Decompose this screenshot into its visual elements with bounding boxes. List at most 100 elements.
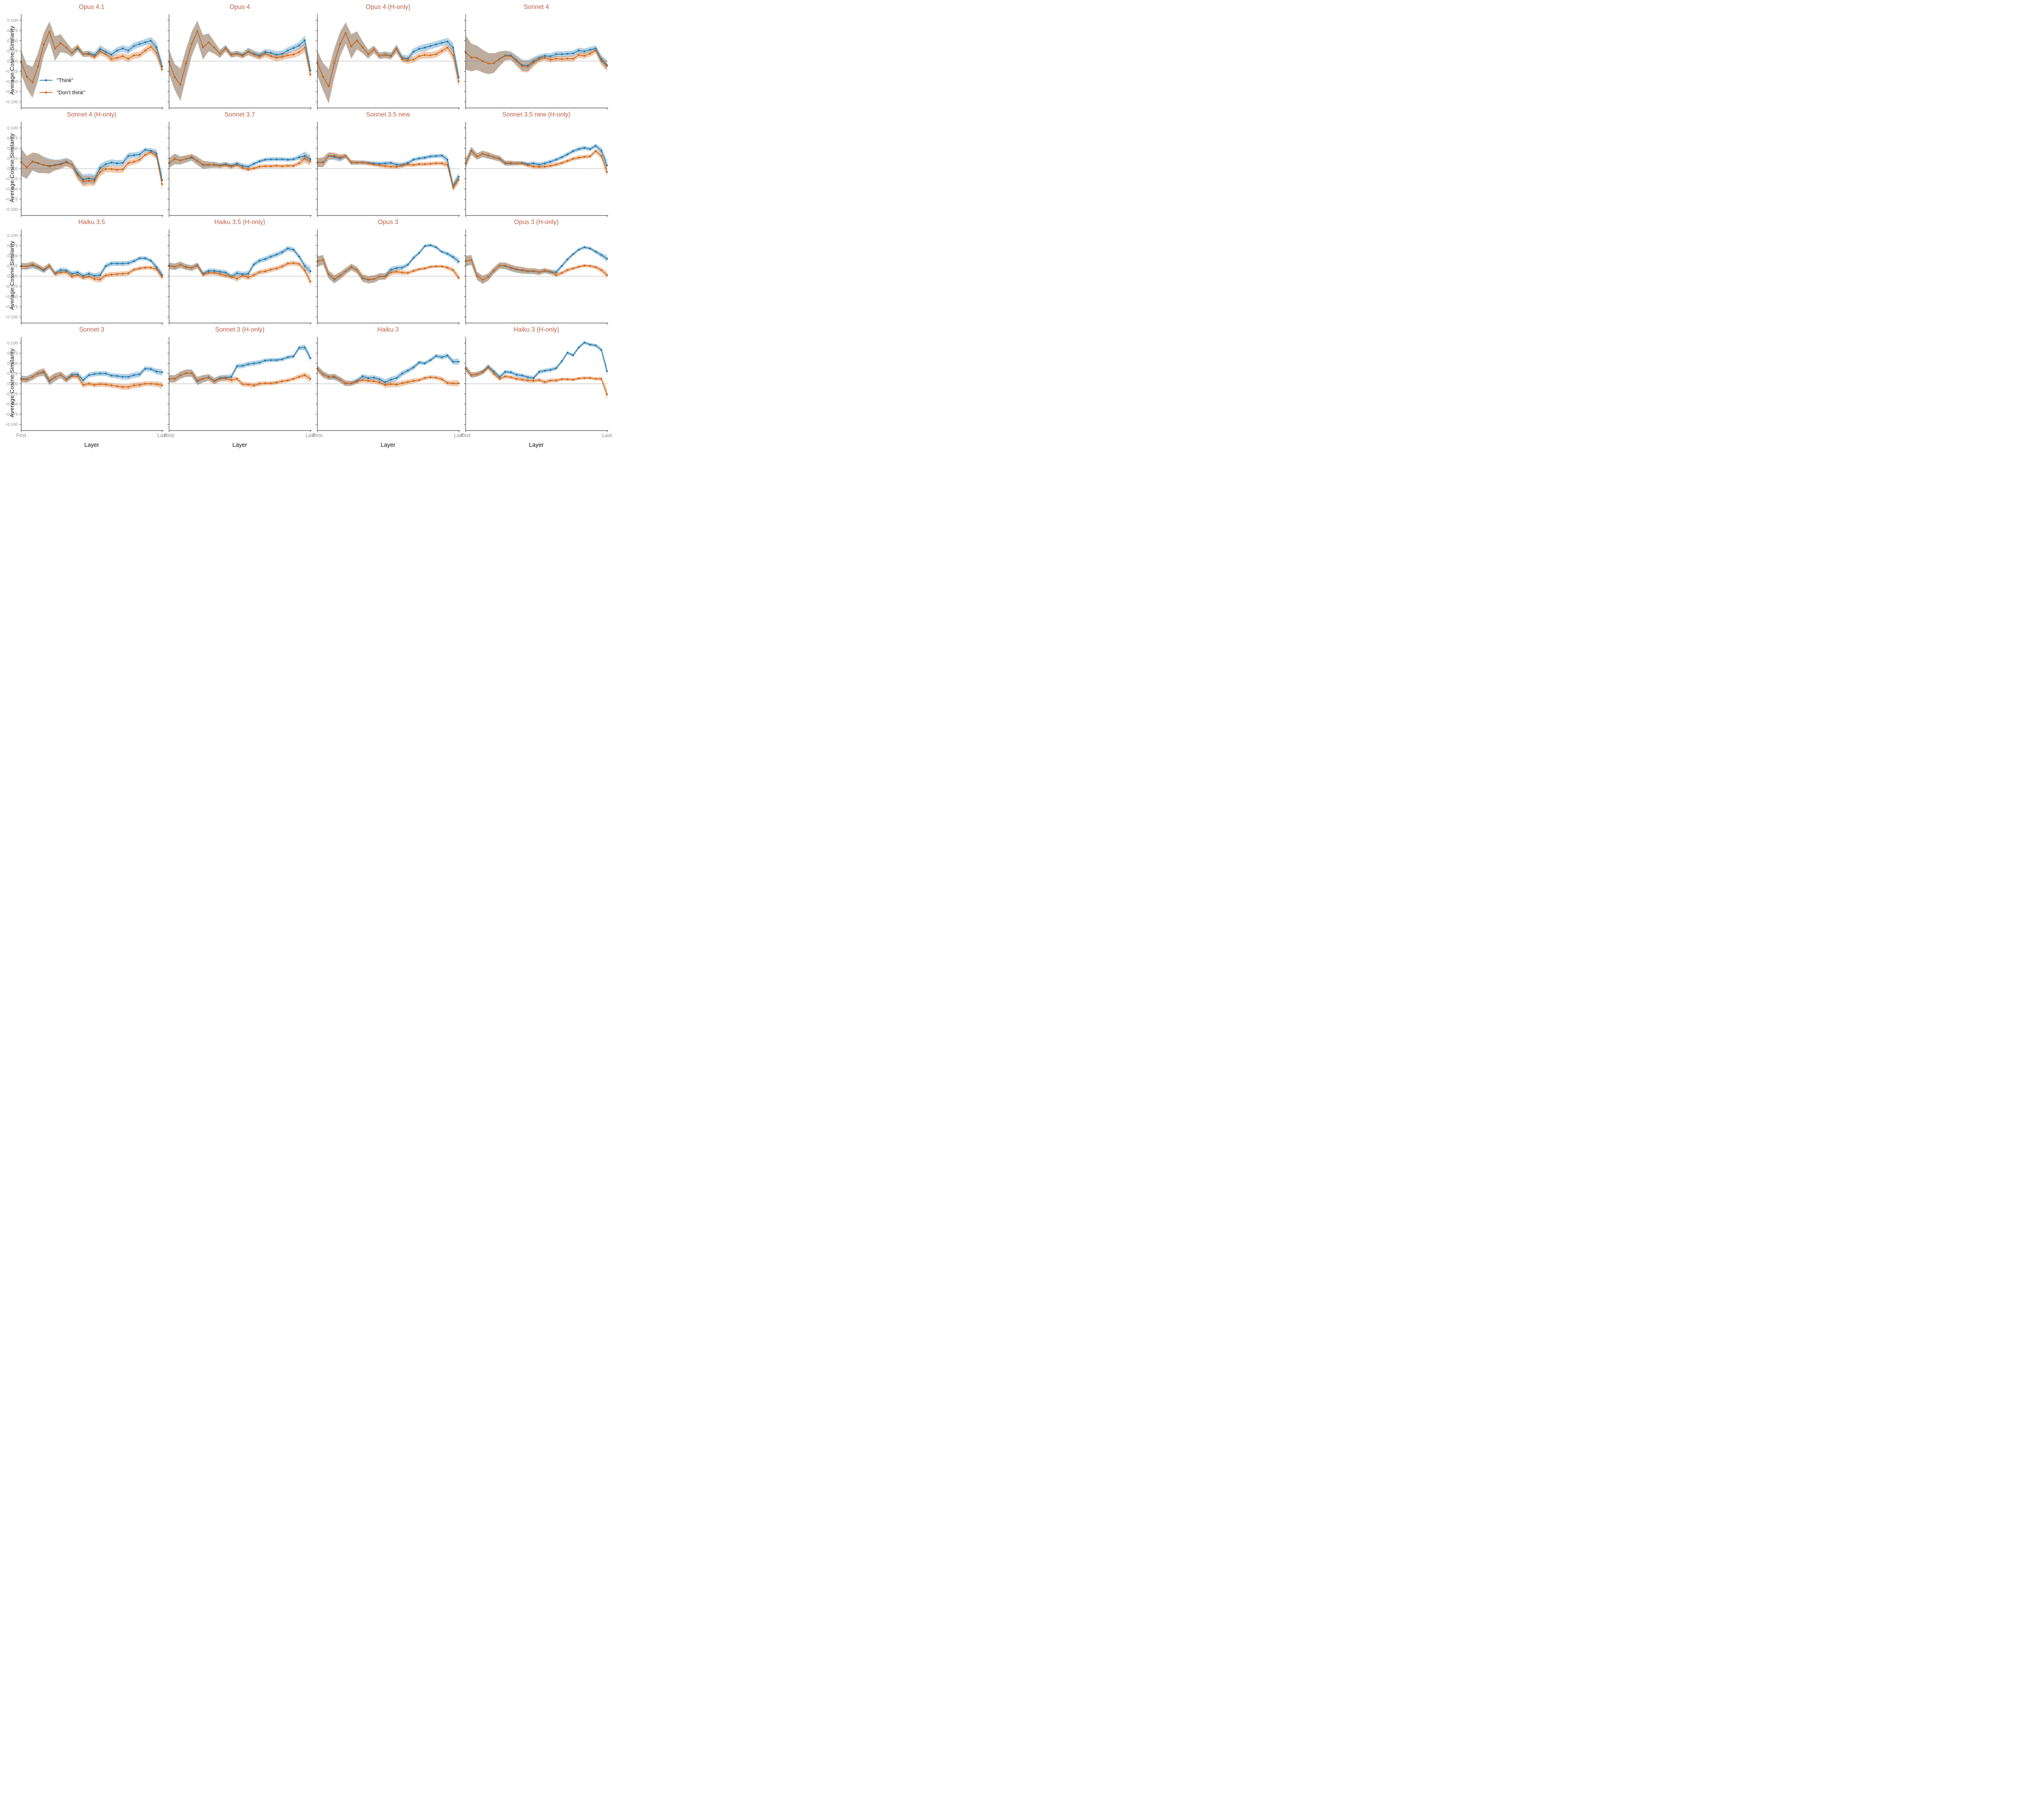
dont-think-marker [275,165,277,167]
think-marker [270,359,272,361]
dont-think-band [317,255,459,283]
dont-think-marker [93,180,96,182]
dont-think-marker [328,273,330,276]
think-marker [230,376,232,378]
y-tick-label: 0.000 [7,59,18,64]
think-marker [304,265,306,267]
think-marker [82,379,84,381]
dont-think-marker [264,382,266,385]
legend-label: "Think" [57,77,73,84]
think-marker [504,371,506,373]
dont-think-marker [270,165,272,167]
dont-think-marker [407,381,409,383]
dont-think-marker [213,272,216,274]
dont-think-marker [281,380,283,382]
think-marker [116,262,118,265]
dont-think-marker [390,383,392,385]
dont-think-marker [281,265,283,268]
dont-think-marker [281,165,283,167]
subplot-haiku-3-h-only: Haiku 3 (H-only) First Last Layer [460,325,612,451]
dont-think-marker [155,154,158,157]
think-marker [293,47,295,49]
dont-think-marker [48,165,51,168]
dont-think-marker [361,379,364,381]
dont-think-marker [487,62,489,65]
dont-think-marker [293,262,295,264]
dont-think-marker [412,164,415,166]
think-marker [144,41,146,44]
dont-think-marker [378,55,381,57]
dont-think-marker [253,274,255,276]
dont-think-marker [429,54,431,57]
think-marker [155,46,158,48]
dont-think-marker [555,274,557,276]
dont-think-marker [378,275,381,278]
think-marker [270,255,272,258]
think-marker [452,256,454,258]
dont-think-marker [339,43,341,46]
dont-think-marker [242,167,244,169]
dont-think-marker [435,265,437,268]
dont-think-marker [26,166,28,169]
x-tick-label-first: First [16,433,26,438]
x-tick-label-last: Last [454,433,464,438]
dont-think-marker [606,393,608,396]
dont-think-line [317,155,459,188]
dont-think-marker [476,275,478,277]
think-marker [281,158,283,160]
dont-think-marker [110,273,112,276]
y-tick-label: −0.025 [5,284,18,289]
think-marker [446,158,449,161]
panel-title: Haiku 3.5 [78,219,105,226]
dont-think-marker [538,58,540,60]
subplot-opus-3: Opus 3 [315,218,460,325]
think-marker [532,60,535,62]
think-marker [110,262,112,265]
dont-think-marker [361,161,364,164]
dont-think-marker [458,277,460,279]
dont-think-line [465,259,607,280]
dont-think-marker [139,267,141,270]
think-marker [77,373,79,376]
think-marker [127,155,130,157]
think-marker [71,273,73,275]
dont-think-marker [333,278,335,280]
think-marker [452,46,454,49]
dont-think-marker [105,383,107,386]
dont-think-marker [549,379,552,382]
x-tick-label-last: Last [157,433,167,438]
dont-think-marker [54,47,56,50]
dont-think-line [317,259,459,280]
think-marker [304,39,306,42]
think-marker [247,363,249,365]
dont-think-marker [77,274,79,276]
dont-think-marker [538,379,540,381]
think-marker [105,372,107,375]
think-line [317,155,459,187]
think-marker [65,269,67,272]
x-axis-label: Layer [84,442,99,448]
think-marker [378,378,381,380]
dont-think-marker [515,162,518,165]
panel-title: Haiku 3 [377,326,399,333]
dont-think-marker [345,382,347,385]
dont-think-marker [116,385,118,387]
think-marker [258,361,261,364]
dont-think-marker [196,379,198,382]
dont-think-marker [390,55,392,57]
think-marker [150,368,152,370]
think-marker [275,53,277,56]
dont-think-marker [88,275,90,278]
y-tick-label: −0.100 [5,315,18,320]
think-band [21,22,162,98]
dont-think-marker [116,57,118,59]
panel-title: Opus 4 [229,4,250,11]
dont-think-marker [191,43,193,45]
think-marker [127,262,130,264]
dont-think-marker [161,276,163,278]
dont-think-marker [185,158,187,160]
dont-think-marker [150,266,152,269]
think-marker [121,262,124,265]
x-tick-label-first: First [460,433,471,438]
dont-think-marker [418,268,420,270]
